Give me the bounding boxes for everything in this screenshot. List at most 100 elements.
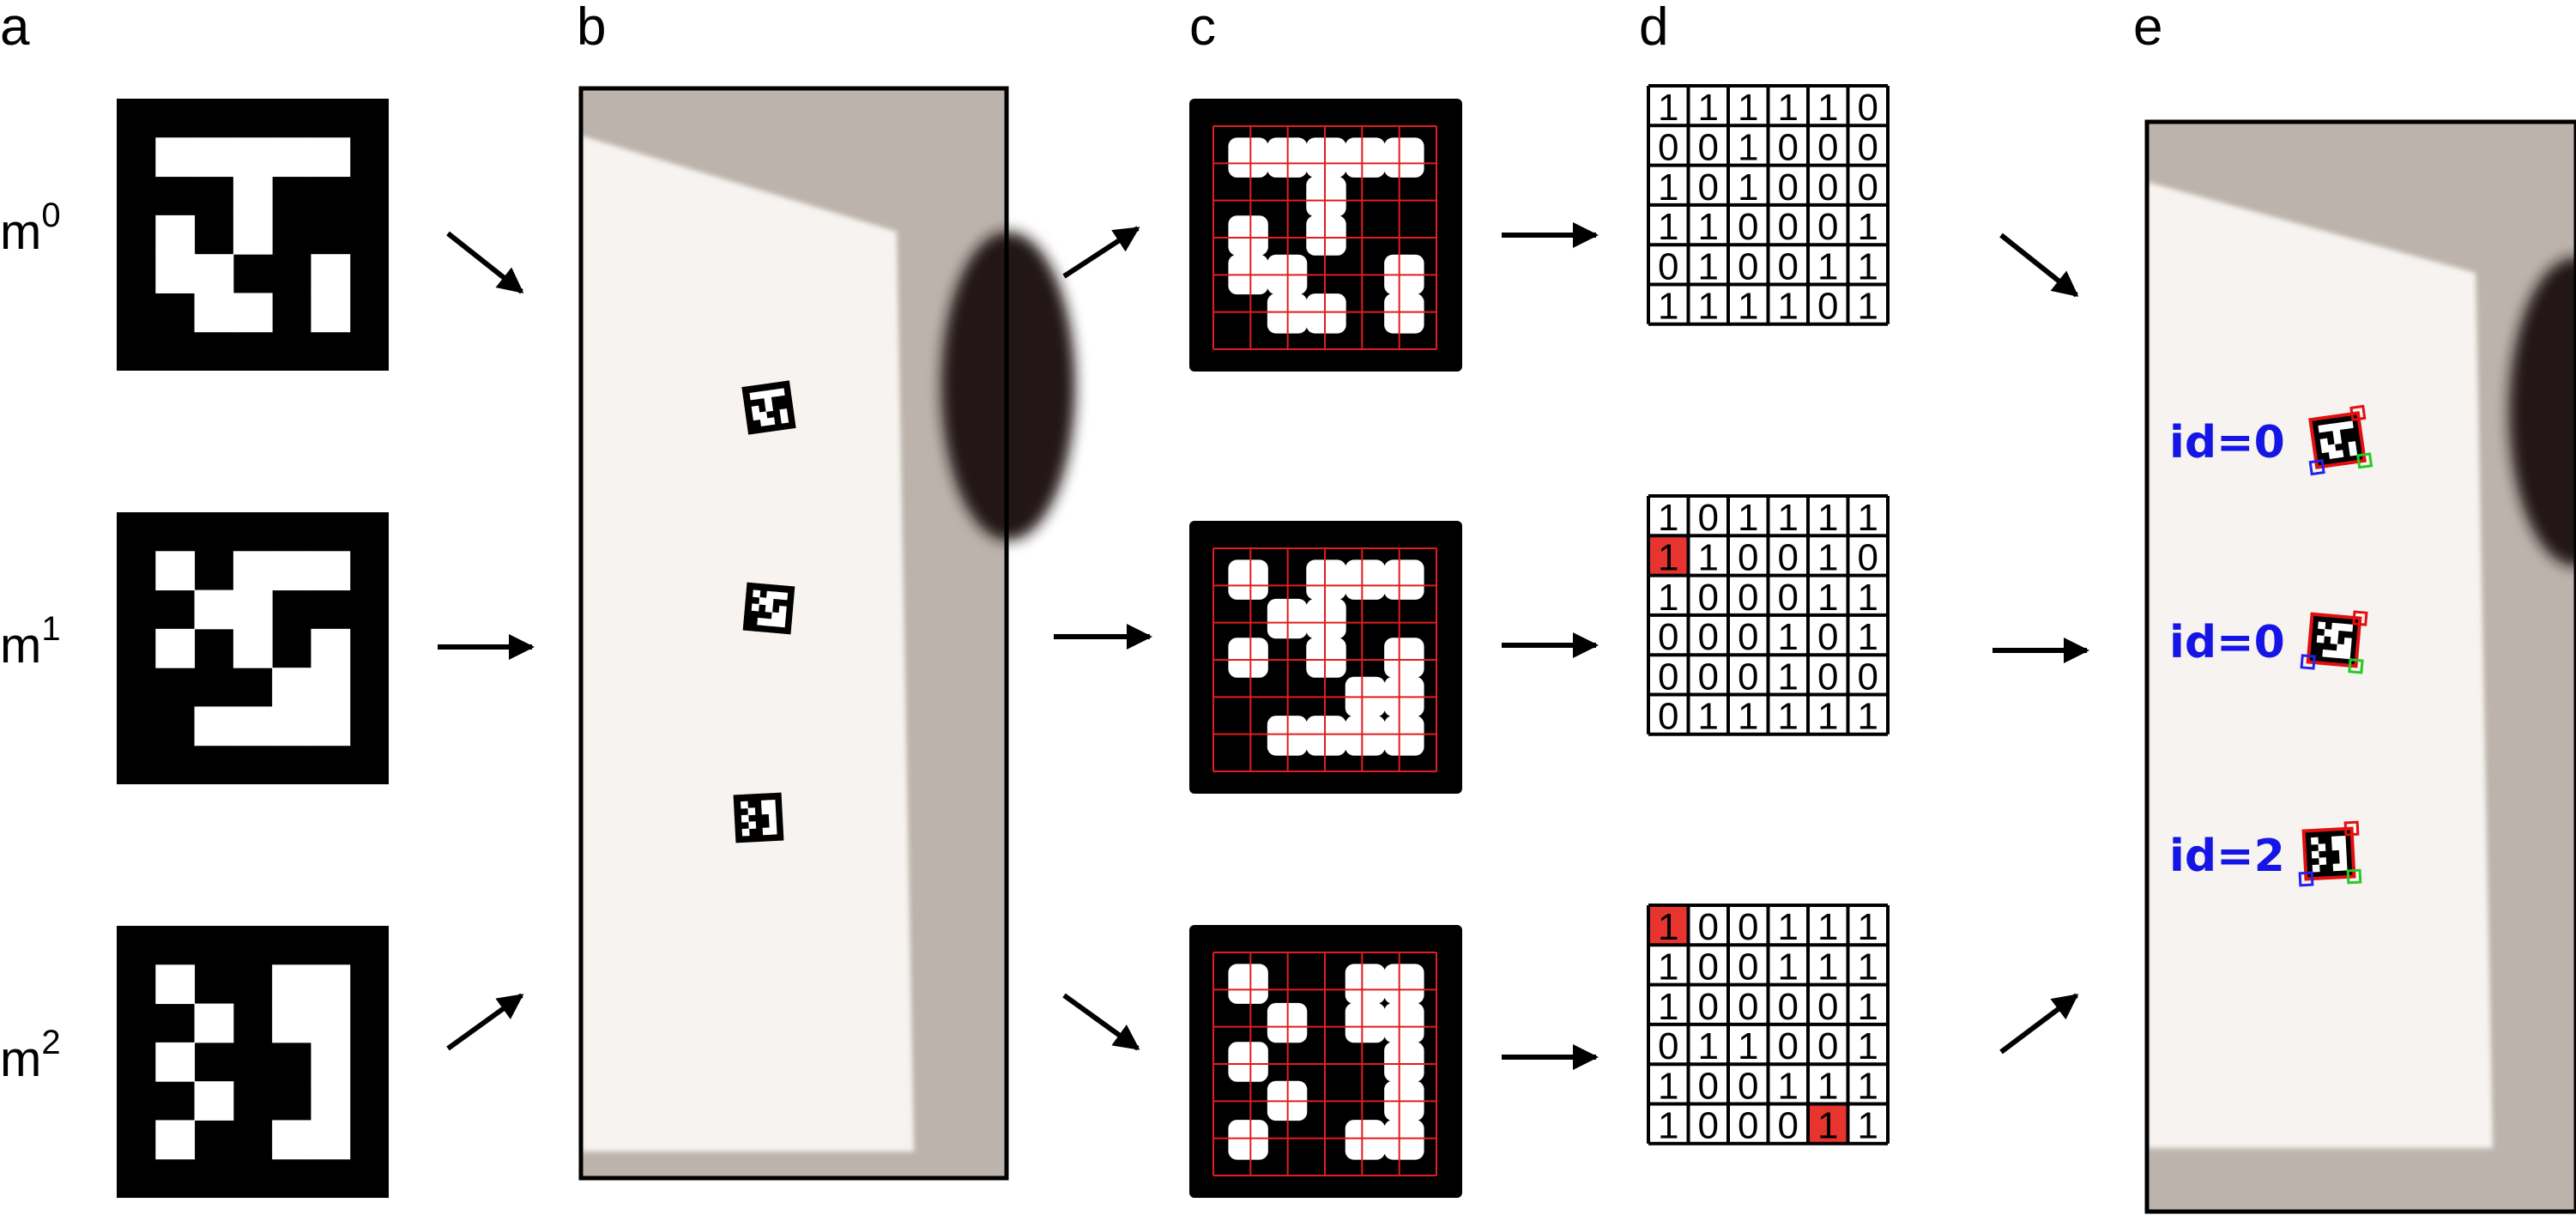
marker-cell [311,668,351,707]
candidate-cell [1345,964,1386,1004]
marker-cell [2324,628,2332,638]
detected-marker [2303,828,2355,880]
corner-marker [2352,610,2368,626]
arrow-a-to-b-bottom [446,993,524,1051]
bit-value: 0 [1698,946,1719,988]
marker-cell [771,619,779,627]
marker-cell [311,706,351,747]
warped-candidate [1189,99,1462,372]
candidate-cell [1345,1120,1386,1160]
marker-cell [311,628,351,668]
bit-value: 1 [1738,696,1758,738]
detections: id=0 id=0 id=2 [2169,404,2373,887]
panel-label-d: d [1639,0,1668,57]
marker-cell [233,215,273,255]
bit-value: 1 [1658,536,1678,578]
bit-value: 1 [1858,1065,1878,1107]
bit-value: 0 [1778,166,1799,209]
marker-cell [272,964,311,1005]
bit-value: 1 [1817,87,1838,129]
bit-value: 0 [1738,656,1758,698]
bit-value: 1 [1658,497,1678,539]
corner-marker [2308,459,2325,476]
marker-cell [155,551,196,591]
arrow-b-to-c-bottom [1062,993,1140,1051]
marker-cell [2332,429,2341,438]
detection-outline [2306,612,2362,668]
panel-label-e: e [2133,0,2162,57]
dark-object [2509,257,2576,566]
bit-value: 0 [1738,986,1758,1028]
marker-cell [194,1003,234,1043]
bit-value: 0 [1778,1025,1799,1067]
marker-cell [763,390,771,399]
bit-value: 0 [1658,656,1678,698]
bit-value: 1 [1658,1065,1678,1107]
marker-cell [756,390,765,400]
bit-value: 1 [1778,616,1799,658]
candidate-cell [1228,215,1268,256]
marker-cell [311,1003,351,1043]
warped-candidates [1189,99,1462,1198]
marker-cell [194,137,234,178]
marker-cell [771,612,780,620]
bit-value: 0 [1778,126,1799,168]
marker-cell [760,800,769,808]
bit-value: 0 [1658,1025,1678,1067]
detection-outline [2308,411,2367,469]
candidate-cell [1306,137,1346,178]
marker-cell [2338,842,2347,850]
candidate-cell [1228,1120,1268,1160]
marker-cell [2319,857,2327,866]
marker-cell [2327,444,2337,453]
marker-superscript: 1 [41,610,60,648]
marker-cell [194,706,234,747]
marker-cell [757,617,765,626]
marker-cell [764,396,772,406]
arrow-d-to-e-bottom [1999,993,2079,1055]
bit-matrix: 1 1 1 1 1 00 0 1 0 0 01 0 1 0 0 01 1 0 0 0 10 1 0 0 1 11 1 1 1 0 1 [1647,84,1890,328]
marker-cell [2331,836,2339,844]
bit-value: 1 [1658,986,1678,1028]
bit-value: 0 [1698,577,1719,619]
arrow-a-to-b-top [446,231,524,294]
marker-cell [155,137,196,178]
bit-value: 1 [1778,286,1799,328]
bit-value: 0 [1778,577,1799,619]
detection-id-label: id=0 [2169,617,2285,668]
corner-marker [2348,658,2364,674]
bit-value: 1 [1858,946,1878,988]
marker-label-m2: m2 [0,1024,61,1087]
bit-value: 0 [1698,986,1719,1028]
marker-cell [311,1042,351,1082]
bit-value: 0 [1778,986,1799,1028]
marker-superscript: 2 [41,1024,60,1061]
bit-matrices: 1 1 1 1 1 00 0 1 0 0 01 0 1 0 0 01 1 0 0 0 10 1 0 0 1 11 1 1 1 0 11 0 1 1… [1647,84,1890,1147]
corner-marker [2349,404,2367,421]
marker-cell [2337,835,2346,843]
bit-value: 1 [1858,286,1878,328]
photo-marker [741,380,796,435]
bit-value: 1 [1817,497,1838,539]
marker-cell [779,408,789,417]
bit-value: 0 [1858,166,1878,209]
marker-cell [233,293,273,333]
bit-value: 1 [1858,497,1878,539]
marker-cell [2316,635,2325,644]
bit-value: 1 [1778,497,1799,539]
candidate-cell [1228,137,1268,178]
corner-marker [2356,452,2373,469]
bit-value: 0 [1658,616,1678,658]
bit-value: 0 [1738,1065,1758,1107]
bit-value: 1 [1778,946,1799,988]
marker-cell [765,597,774,606]
candidate-cell [1384,559,1424,600]
detection-id-label: id=2 [2169,831,2285,882]
bit-value: 0 [1858,126,1878,168]
marker-cell [779,592,789,601]
bit-value: 0 [1658,696,1678,738]
warped-candidate [1189,925,1462,1198]
marker-cell [769,819,777,828]
photo-marker [742,582,795,635]
candidate-cell [1384,716,1424,756]
